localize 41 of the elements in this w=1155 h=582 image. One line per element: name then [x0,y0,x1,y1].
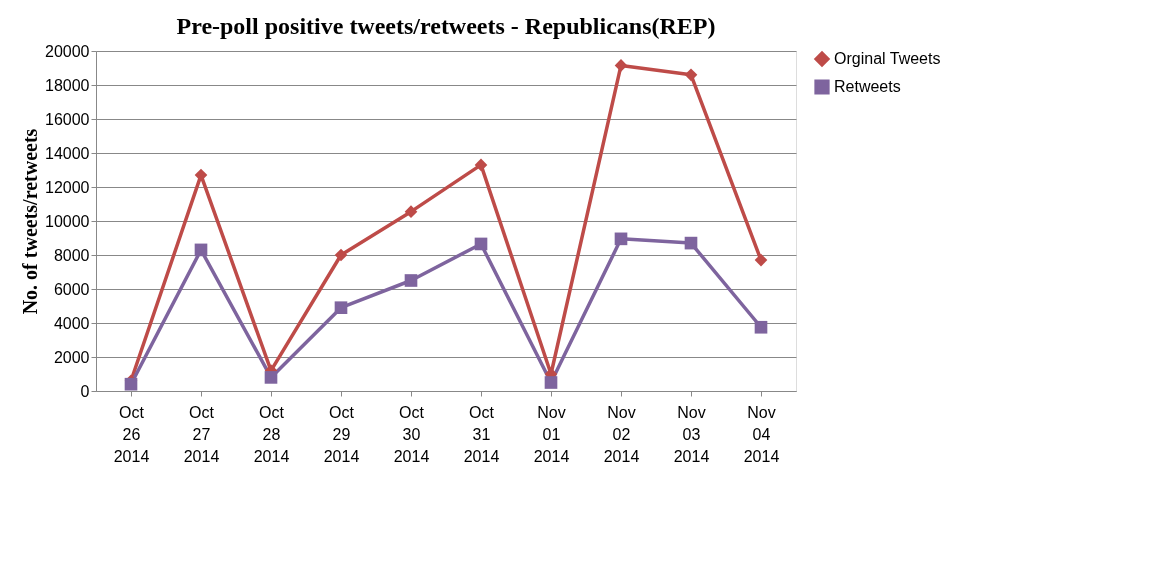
y-tick-label: 2000 [53,348,90,366]
point [404,274,418,287]
x-tick-label: Oct 26 2014 [113,403,150,465]
y-tick-label: 16000 [45,110,90,128]
y-tick-label: 0 [80,382,90,400]
point [334,301,348,315]
x-tick-label: Oct 30 2014 [393,403,430,465]
y-tick-label: 12000 [45,178,90,196]
point [544,376,558,389]
point [404,205,418,218]
point [194,243,208,257]
y-tick-label: 14000 [45,144,90,162]
y-tick-label: 18000 [45,76,90,94]
x-tick-label: Oct 31 2014 [463,403,500,465]
y-tick-label: 10000 [45,212,90,230]
point [684,68,698,82]
point [474,158,488,172]
y-tick-label: 4000 [53,314,90,332]
x-tick-label: Oct 29 2014 [323,403,360,465]
point [614,232,628,246]
point [264,371,278,384]
x-tick-label: Nov 01 2014 [533,403,570,465]
x-tick-label: Nov 03 2014 [673,403,710,465]
x-tick-label: Nov 04 2014 [743,403,780,465]
point [474,237,488,251]
x-tick-label: Oct 28 2014 [253,403,290,465]
y-tick-label: 6000 [53,280,90,298]
chart-title: Pre-poll positive tweets/retweets - Republicans(REP) [176,13,716,39]
point [614,59,628,72]
y-axis-title: No. of tweets/retweets [19,128,42,315]
y-tick-label: 20000 [45,42,90,60]
y-tick-label: 8000 [53,246,90,264]
point [194,168,208,182]
point [684,236,698,250]
point [334,248,348,262]
x-tick-label: Oct 27 2014 [183,403,220,465]
x-tick-label: Nov 02 2014 [603,403,640,465]
legend-label: Orginal Tweets [834,50,941,67]
point [754,253,768,267]
point [754,320,768,334]
legend-label: Retweets [834,78,901,95]
